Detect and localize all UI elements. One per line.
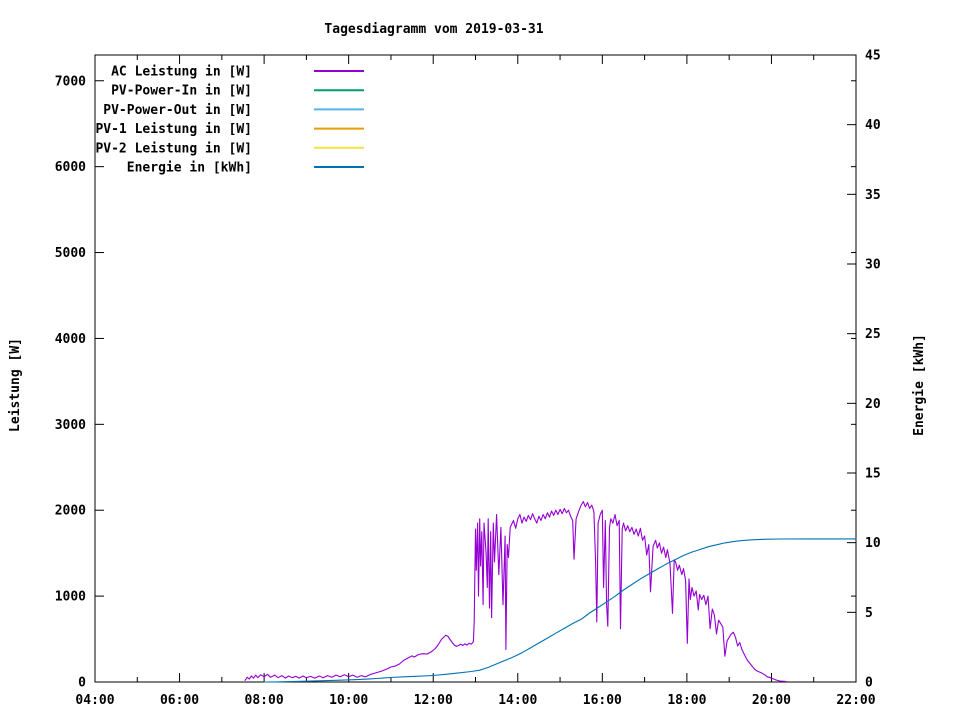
y-left-tick-label: 0 bbox=[78, 676, 86, 691]
x-tick-label: 14:00 bbox=[498, 693, 537, 708]
x-tick-label: 08:00 bbox=[245, 693, 284, 708]
y-right-tick-label: 40 bbox=[865, 118, 881, 133]
y-right-tick-label: 25 bbox=[865, 327, 881, 342]
y-left-tick-label: 5000 bbox=[55, 246, 86, 261]
legend-label: Energie in [kWh] bbox=[127, 161, 252, 176]
data-series bbox=[244, 501, 857, 683]
axis-tick-labels: 04:00 06:00 08:00 10:00 12:00 14:00 16:00 18:00… bbox=[55, 49, 881, 709]
y-right-tick-label: 35 bbox=[865, 188, 881, 203]
y-axis-right-label: Energie [kWh] bbox=[912, 334, 927, 436]
x-tick-label: 10:00 bbox=[329, 693, 368, 708]
y-right-tick-label: 20 bbox=[865, 397, 881, 412]
legend-label: PV-Power-In in [W] bbox=[111, 84, 252, 99]
y-right-tick-label: 10 bbox=[865, 536, 881, 551]
x-tick-label: 06:00 bbox=[160, 693, 199, 708]
legend: AC Leistung in [W] PV-Power-In in [W] PV-P… bbox=[95, 65, 364, 176]
legend-label: PV-Power-Out in [W] bbox=[103, 103, 252, 118]
chart-title: Tagesdiagramm vom 2019-03-31 bbox=[324, 22, 543, 37]
y-right-tick-label: 45 bbox=[865, 49, 881, 64]
x-tick-label: 18:00 bbox=[667, 693, 706, 708]
x-tick-label: 12:00 bbox=[414, 693, 453, 708]
y-right-tick-label: 0 bbox=[865, 676, 873, 691]
legend-label: PV-2 Leistung in [W] bbox=[95, 141, 252, 156]
y-left-tick-label: 7000 bbox=[55, 74, 86, 89]
x-tick-label: 04:00 bbox=[75, 693, 114, 708]
axis-ticks bbox=[94, 54, 857, 683]
series-line-energie-in-kwh bbox=[263, 538, 857, 683]
series-line-ac-leistung-in-w bbox=[244, 501, 787, 683]
y-left-tick-label: 1000 bbox=[55, 590, 86, 605]
y-right-tick-label: 15 bbox=[865, 467, 881, 482]
y-right-tick-label: 30 bbox=[865, 258, 881, 273]
x-tick-label: 22:00 bbox=[836, 693, 875, 708]
y-left-tick-label: 2000 bbox=[55, 504, 86, 519]
y-left-tick-label: 3000 bbox=[55, 418, 86, 433]
legend-label: PV-1 Leistung in [W] bbox=[95, 122, 252, 137]
x-tick-label: 20:00 bbox=[752, 693, 791, 708]
y-right-tick-label: 5 bbox=[865, 606, 873, 621]
legend-label: AC Leistung in [W] bbox=[111, 65, 252, 80]
y-left-tick-label: 4000 bbox=[55, 332, 86, 347]
y-left-tick-label: 6000 bbox=[55, 160, 86, 175]
y-axis-left-label: Leistung [W] bbox=[8, 338, 23, 432]
x-tick-label: 16:00 bbox=[583, 693, 622, 708]
